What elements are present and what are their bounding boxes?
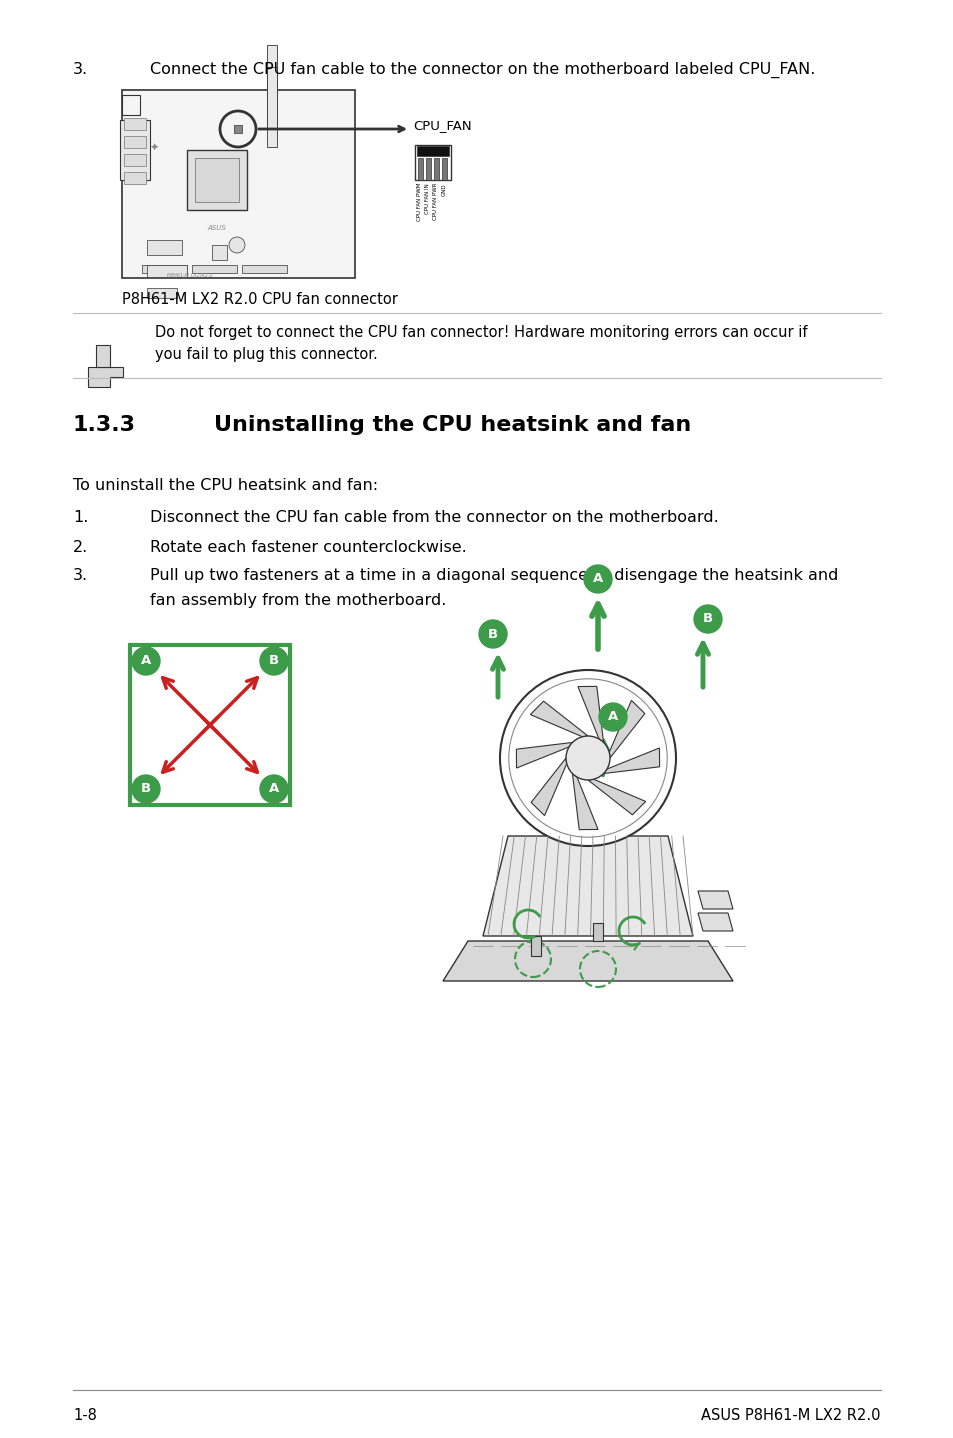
Text: A: A <box>269 782 279 795</box>
Bar <box>242 265 287 273</box>
Text: CPU FAN IN: CPU FAN IN <box>425 183 430 214</box>
Polygon shape <box>442 940 732 981</box>
Circle shape <box>132 775 160 802</box>
Bar <box>415 145 451 180</box>
Polygon shape <box>572 774 598 830</box>
Text: 1.3.3: 1.3.3 <box>73 416 136 436</box>
Bar <box>267 45 276 125</box>
Polygon shape <box>88 367 123 387</box>
Text: fan assembly from the motherboard.: fan assembly from the motherboard. <box>150 592 446 608</box>
Bar <box>122 95 140 115</box>
Circle shape <box>499 670 676 846</box>
Text: Uninstalling the CPU heatsink and fan: Uninstalling the CPU heatsink and fan <box>213 416 691 436</box>
Polygon shape <box>698 913 732 930</box>
Text: B: B <box>487 627 497 640</box>
Text: ASUS P8H61-M LX2 R2.0: ASUS P8H61-M LX2 R2.0 <box>700 1408 880 1424</box>
Bar <box>124 173 146 184</box>
Circle shape <box>693 605 721 633</box>
Polygon shape <box>609 700 644 758</box>
Text: To uninstall the CPU heatsink and fan:: To uninstall the CPU heatsink and fan: <box>73 477 377 493</box>
Polygon shape <box>96 345 110 367</box>
Circle shape <box>598 703 626 731</box>
Bar <box>194 158 239 201</box>
Text: 3.: 3. <box>73 62 88 78</box>
Circle shape <box>260 775 288 802</box>
Text: ✦: ✦ <box>150 142 158 152</box>
Bar <box>147 240 182 255</box>
Text: Disconnect the CPU fan cable from the connector on the motherboard.: Disconnect the CPU fan cable from the co… <box>150 510 718 525</box>
Bar <box>124 154 146 165</box>
Text: B: B <box>141 782 151 795</box>
Text: 1-8: 1-8 <box>73 1408 97 1424</box>
Bar <box>531 936 540 956</box>
Bar <box>416 147 449 155</box>
Text: CPU FAN PWR: CPU FAN PWR <box>433 183 438 220</box>
Text: A: A <box>592 572 602 585</box>
Bar <box>187 150 247 210</box>
Polygon shape <box>698 892 732 909</box>
Text: CPU_FAN: CPU_FAN <box>413 119 471 132</box>
Text: GND: GND <box>441 183 446 196</box>
Bar <box>122 91 355 278</box>
Text: ASUS: ASUS <box>208 224 226 232</box>
Text: CPU FAN PWM: CPU FAN PWM <box>417 183 422 221</box>
Text: Rotate each fastener counterclockwise.: Rotate each fastener counterclockwise. <box>150 541 466 555</box>
Bar <box>267 68 276 147</box>
Circle shape <box>229 237 245 253</box>
Polygon shape <box>530 702 587 736</box>
Bar <box>147 265 187 278</box>
Bar <box>417 158 422 180</box>
Bar <box>426 158 431 180</box>
Text: A: A <box>141 654 151 667</box>
Bar <box>142 265 187 273</box>
Polygon shape <box>587 779 645 815</box>
Bar <box>192 265 236 273</box>
Bar <box>441 158 447 180</box>
Bar <box>212 244 227 260</box>
Bar <box>147 288 177 298</box>
Text: Pull up two fasteners at a time in a diagonal sequence to disengage the heatsink: Pull up two fasteners at a time in a dia… <box>150 568 838 582</box>
Text: B: B <box>702 613 712 626</box>
Circle shape <box>565 736 609 779</box>
Text: Do not forget to connect the CPU fan connector! Hardware monitoring errors can o: Do not forget to connect the CPU fan con… <box>154 325 806 339</box>
Text: B: B <box>269 654 279 667</box>
Bar <box>434 158 438 180</box>
Bar <box>120 119 150 180</box>
Text: you fail to plug this connector.: you fail to plug this connector. <box>154 347 377 362</box>
Polygon shape <box>516 742 572 768</box>
Circle shape <box>260 647 288 674</box>
Circle shape <box>132 647 160 674</box>
Polygon shape <box>578 686 603 742</box>
Text: P8H61-M LX2/R2.0: P8H61-M LX2/R2.0 <box>167 272 213 278</box>
Polygon shape <box>482 835 692 936</box>
Text: Connect the CPU fan cable to the connector on the motherboard labeled CPU_FAN.: Connect the CPU fan cable to the connect… <box>150 62 815 78</box>
Text: A: A <box>607 710 618 723</box>
Text: 2.: 2. <box>73 541 89 555</box>
Text: 1.: 1. <box>73 510 89 525</box>
Bar <box>124 118 146 129</box>
Polygon shape <box>531 758 566 815</box>
Text: P8H61-M LX2 R2.0 CPU fan connector: P8H61-M LX2 R2.0 CPU fan connector <box>122 292 397 306</box>
Circle shape <box>478 620 506 649</box>
Bar <box>130 646 290 805</box>
Bar <box>593 923 602 940</box>
Bar <box>124 137 146 148</box>
Bar <box>233 125 242 132</box>
Text: 3.: 3. <box>73 568 88 582</box>
Circle shape <box>583 565 612 592</box>
Polygon shape <box>603 748 659 774</box>
